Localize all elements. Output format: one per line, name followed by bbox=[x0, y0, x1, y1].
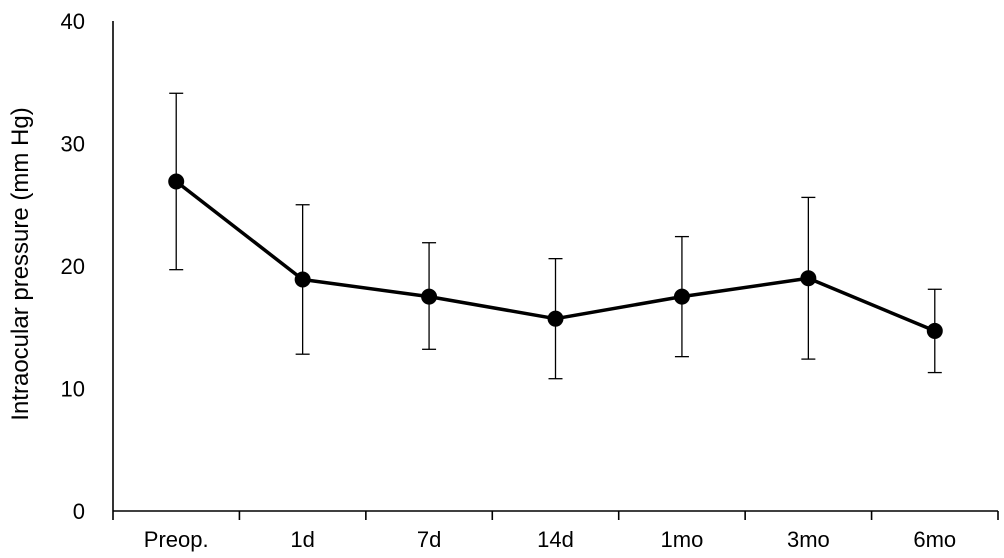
y-tick-label: 20 bbox=[61, 254, 85, 279]
x-tick-label: 14d bbox=[537, 527, 574, 552]
data-point bbox=[421, 288, 438, 305]
data-point bbox=[168, 173, 185, 190]
y-tick-label: 0 bbox=[73, 499, 85, 524]
data-point bbox=[294, 271, 311, 288]
y-tick-label: 40 bbox=[61, 9, 85, 34]
x-tick-label: 1d bbox=[290, 527, 314, 552]
x-tick-label: 6mo bbox=[913, 527, 956, 552]
data-point bbox=[800, 270, 817, 287]
x-tick-label: 1mo bbox=[661, 527, 704, 552]
series bbox=[168, 173, 943, 339]
x-axis: Preop. 1d 7d 14d 1mo 3mo 6mo bbox=[112, 510, 999, 552]
data-point bbox=[547, 310, 564, 327]
y-tick-label: 30 bbox=[61, 132, 85, 157]
y-axis-title: Intraocular pressure (mm Hg) bbox=[7, 107, 34, 420]
y-tick-label: 10 bbox=[61, 377, 85, 402]
data-point bbox=[673, 288, 690, 305]
data-point bbox=[926, 322, 943, 339]
error-bars bbox=[169, 92, 942, 380]
x-tick-label: 7d bbox=[417, 527, 441, 552]
x-tick-label: Preop. bbox=[144, 527, 209, 552]
y-axis: 0 10 20 30 40 bbox=[61, 9, 114, 524]
x-tick-label: 3mo bbox=[787, 527, 830, 552]
